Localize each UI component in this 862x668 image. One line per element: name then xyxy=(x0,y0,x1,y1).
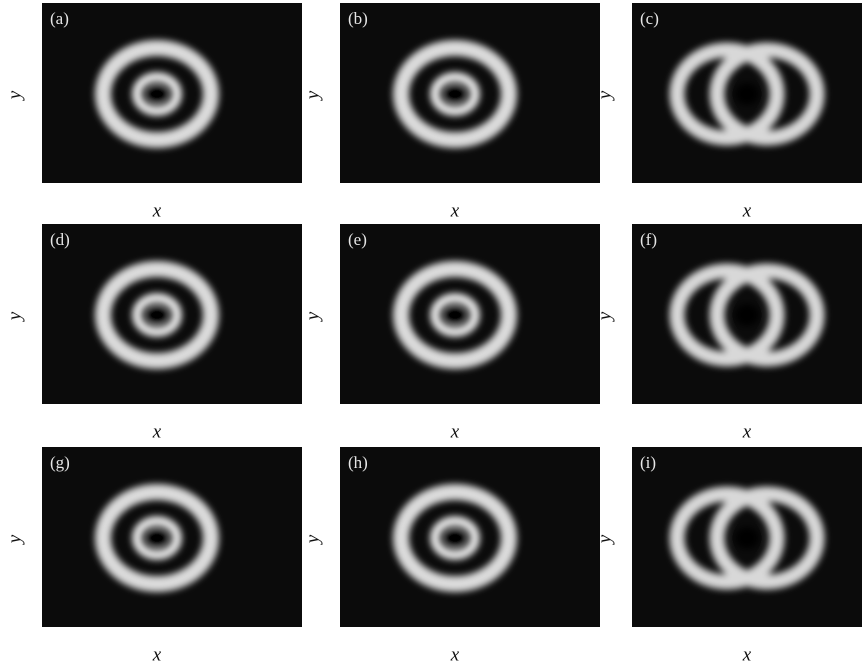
panel: (d) x y xyxy=(4,224,302,442)
panel: (g) x y xyxy=(4,447,302,665)
x-axis-label: x xyxy=(152,644,162,665)
panel: (i) x y xyxy=(594,447,862,665)
panel-label: (c) xyxy=(640,9,659,28)
core xyxy=(735,304,759,326)
core xyxy=(147,85,167,103)
panel: (h) x y xyxy=(302,447,600,665)
y-axis-label: y xyxy=(302,311,323,322)
panel-label: (d) xyxy=(50,230,70,249)
y-axis-label: y xyxy=(4,90,25,101)
panel: (e) x y xyxy=(302,224,600,442)
panel-label: (i) xyxy=(640,453,656,472)
core xyxy=(147,529,167,547)
y-axis-label: y xyxy=(4,534,25,545)
x-axis-label: x xyxy=(450,644,460,665)
core xyxy=(735,527,759,549)
y-axis-label: y xyxy=(594,90,615,101)
y-axis-label: y xyxy=(302,90,323,101)
core xyxy=(147,306,167,324)
core xyxy=(445,306,465,324)
y-axis-label: y xyxy=(594,311,615,322)
x-axis-label: x xyxy=(152,200,162,221)
panel: (b) x y xyxy=(302,3,600,221)
panel-label: (b) xyxy=(348,9,368,28)
core xyxy=(445,529,465,547)
x-axis-label: x xyxy=(450,421,460,442)
panel: (a) x y xyxy=(4,3,302,221)
panel-label: (f) xyxy=(640,230,657,249)
y-axis-label: y xyxy=(302,534,323,545)
panel-label: (g) xyxy=(50,453,70,472)
x-axis-label: x xyxy=(742,200,752,221)
figure: (a) x y (b) x y (c) x y (d) x y (e) x y (f) x y (g) x y (h) x y… xyxy=(0,0,862,668)
panel-label: (h) xyxy=(348,453,368,472)
x-axis-label: x xyxy=(450,200,460,221)
panel: (c) x y xyxy=(594,3,862,221)
panel: (f) x y xyxy=(594,224,862,442)
core xyxy=(735,83,759,105)
y-axis-label: y xyxy=(4,311,25,322)
panel-label: (e) xyxy=(348,230,367,249)
y-axis-label: y xyxy=(594,534,615,545)
panel-label: (a) xyxy=(50,9,69,28)
x-axis-label: x xyxy=(742,644,752,665)
x-axis-label: x xyxy=(152,421,162,442)
x-axis-label: x xyxy=(742,421,752,442)
